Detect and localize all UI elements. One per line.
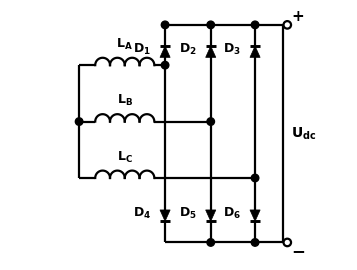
Circle shape: [251, 174, 259, 182]
Polygon shape: [206, 210, 216, 221]
Text: $\mathbf{L_C}$: $\mathbf{L_C}$: [117, 150, 133, 165]
Circle shape: [161, 61, 169, 69]
Circle shape: [75, 118, 83, 125]
Text: $\mathbf{U_{dc}}$: $\mathbf{U_{dc}}$: [291, 126, 316, 142]
Text: $\mathbf{+}$: $\mathbf{+}$: [291, 9, 305, 24]
Circle shape: [283, 239, 291, 246]
Circle shape: [207, 21, 215, 29]
Polygon shape: [250, 210, 260, 221]
Text: $\mathbf{D_3}$: $\mathbf{D_3}$: [223, 42, 241, 57]
Circle shape: [251, 239, 259, 246]
Text: $\mathbf{-}$: $\mathbf{-}$: [291, 241, 305, 259]
Text: $\mathbf{D_2}$: $\mathbf{D_2}$: [179, 42, 197, 57]
Text: $\mathbf{D_4}$: $\mathbf{D_4}$: [133, 206, 151, 221]
Circle shape: [161, 21, 169, 29]
Circle shape: [251, 21, 259, 29]
Text: $\mathbf{L_A}$: $\mathbf{L_A}$: [116, 37, 133, 52]
Polygon shape: [160, 46, 170, 57]
Polygon shape: [250, 46, 260, 57]
Text: $\mathbf{D_5}$: $\mathbf{D_5}$: [179, 206, 197, 221]
Circle shape: [283, 21, 291, 29]
Text: $\mathbf{D_1}$: $\mathbf{D_1}$: [133, 42, 151, 57]
Polygon shape: [160, 210, 170, 221]
Circle shape: [207, 239, 215, 246]
Text: $\mathbf{D_6}$: $\mathbf{D_6}$: [223, 206, 241, 221]
Text: $\mathbf{L_B}$: $\mathbf{L_B}$: [117, 93, 133, 108]
Circle shape: [207, 118, 215, 125]
Polygon shape: [206, 46, 216, 57]
